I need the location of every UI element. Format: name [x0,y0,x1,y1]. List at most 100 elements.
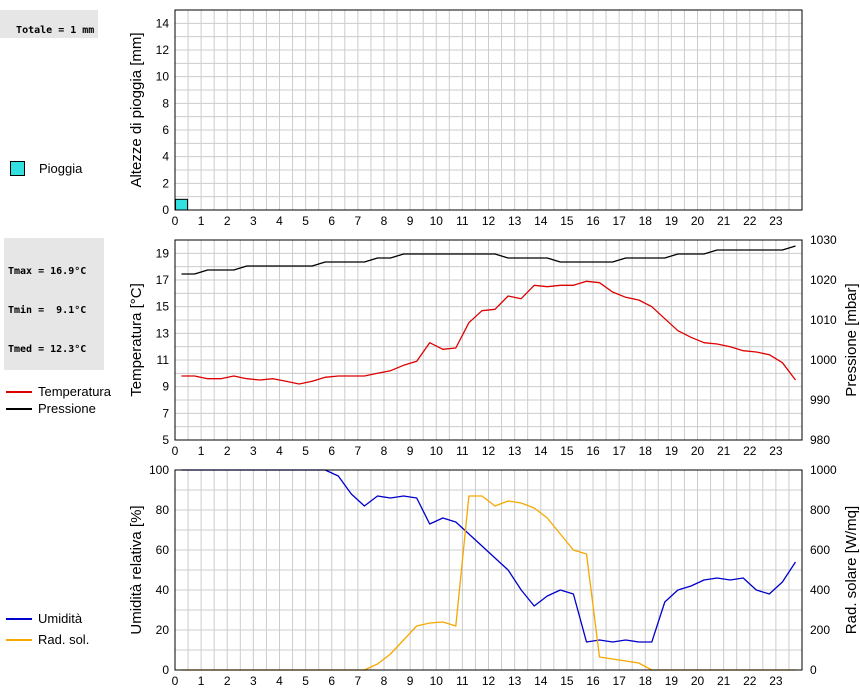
temp-x-tick-label: 18 [639,444,653,458]
hum-y-tick-label: 20 [156,623,170,637]
temp-x-tick-label: 21 [717,444,731,458]
temp-x-tick-label: 15 [560,444,574,458]
legend-pioggia: Pioggia [10,161,82,176]
hum-x-tick-label: 14 [534,674,548,688]
rain-y-tick-label: 4 [162,150,169,164]
rain-bar [175,198,189,211]
legend-swatch-pressione [6,407,32,410]
hum-x-tick-label: 19 [665,674,679,688]
temp-y-right-tick-label: 1000 [810,353,837,367]
legend-swatch-temperatura [6,390,32,393]
rain-y-tick-label: 2 [162,176,169,190]
hum-y-right-tick-label: 200 [810,623,830,637]
temp-x-tick-label: 2 [224,444,231,458]
rain-x-tick-label: 6 [328,214,335,228]
temp-y-tick-label: 17 [156,273,170,287]
legend-label-rad-sol: Rad. sol. [38,632,90,647]
rain-x-tick-label: 13 [508,214,522,228]
rain-x-tick-label: 5 [302,214,309,228]
temp-x-tick-label: 22 [743,444,757,458]
hum-x-tick-label: 3 [250,674,257,688]
legend-swatch-pioggia [10,161,25,176]
hum-x-tick-label: 2 [224,674,231,688]
temp-x-tick-label: 19 [665,444,679,458]
rain-ylabel: Altezze di pioggia [mm] [128,32,145,187]
temp-x-tick-label: 14 [534,444,548,458]
hum-y-tick-label: 100 [149,463,169,477]
rain-total-box: Totale = 1 mm [0,10,99,38]
rain-x-tick-label: 17 [612,214,626,228]
temp-y-right-tick-label: 1010 [810,313,837,327]
temp-plot-frame [174,239,803,441]
hum-y-right-tick-label: 600 [810,543,830,557]
temp-x-tick-label: 8 [381,444,388,458]
rain-x-tick-label: 2 [224,214,231,228]
rain-y-tick-label: 10 [156,70,170,84]
temp-x-tick-label: 17 [612,444,626,458]
tmed-text: Tmed = 12.3°C [8,344,87,355]
hum-x-tick-label: 4 [276,674,283,688]
hum-plot-frame [174,469,803,671]
temp-ylabel-right: Pressione [mbar] [843,283,860,396]
rain-x-tick-label: 12 [482,214,496,228]
tmax-text: Tmax = 16.9°C [8,266,87,277]
hum-y-right-tick-label: 400 [810,583,830,597]
hum-x-tick-label: 8 [381,674,388,688]
hum-y-right-tick-label: 1000 [810,463,837,477]
hum-x-tick-label: 18 [639,674,653,688]
hum-x-tick-label: 10 [430,674,444,688]
hum-x-tick-label: 0 [172,674,179,688]
rain-x-tick-label: 18 [639,214,653,228]
hum-x-tick-label: 7 [355,674,362,688]
temp-y-tick-label: 19 [156,246,170,260]
hum-x-tick-label: 6 [328,674,335,688]
hum-y-tick-label: 80 [156,503,170,517]
hum-x-tick-label: 20 [691,674,705,688]
rain-y-tick-label: 0 [162,203,169,217]
temp-y-tick-label: 11 [157,353,170,367]
rain-x-tick-label: 20 [691,214,705,228]
rain-x-tick-label: 11 [456,214,469,228]
temp-x-tick-label: 11 [456,444,469,458]
hum-x-tick-label: 17 [612,674,626,688]
temp-x-tick-label: 12 [482,444,496,458]
temp-y-tick-label: 7 [162,406,169,420]
legend-label-pressione: Pressione [38,401,96,416]
temp-y-right-tick-label: 980 [810,433,830,447]
hum-y-tick-label: 60 [156,543,170,557]
legend-rad-sol: Rad. sol. [6,632,89,647]
hum-x-tick-label: 12 [482,674,496,688]
rain-x-tick-label: 0 [172,214,179,228]
legend-swatch-rad-sol [6,638,32,641]
rain-x-tick-label: 10 [430,214,444,228]
temp-x-tick-label: 20 [691,444,705,458]
temp-x-tick-label: 13 [508,444,522,458]
hum-x-tick-label: 22 [743,674,757,688]
rain-y-tick-label: 14 [156,16,170,30]
legend-label-temperatura: Temperatura [38,384,111,399]
legend-swatch-umidita [6,617,32,620]
rain-y-tick-label: 8 [162,96,169,110]
rain-x-tick-label: 8 [381,214,388,228]
rain-x-tick-label: 23 [769,214,783,228]
rain-x-tick-label: 19 [665,214,679,228]
temp-x-tick-label: 23 [769,444,783,458]
temp-ylabel: Temperatura [°C] [128,283,145,397]
legend-label-pioggia: Pioggia [39,161,83,176]
hum-x-tick-label: 1 [198,674,205,688]
rain-x-tick-label: 7 [355,214,362,228]
hum-y-right-tick-label: 0 [810,663,817,677]
temp-x-tick-label: 7 [355,444,362,458]
rain-x-tick-label: 16 [586,214,600,228]
hum-ylabel: Umidità relativa [%] [128,505,145,634]
temp-x-tick-label: 3 [250,444,257,458]
hum-x-tick-label: 21 [717,674,731,688]
temp-x-tick-label: 1 [198,444,205,458]
legend-pressione: Pressione [6,401,96,416]
legend-umidita: Umidità [6,611,82,626]
series-line-pressione [181,245,796,275]
hum-y-tick-label: 40 [156,583,170,597]
rain-x-tick-label: 22 [743,214,757,228]
hum-ylabel-right: Rad. solare [W/mq] [843,506,860,634]
temp-x-tick-label: 16 [586,444,600,458]
